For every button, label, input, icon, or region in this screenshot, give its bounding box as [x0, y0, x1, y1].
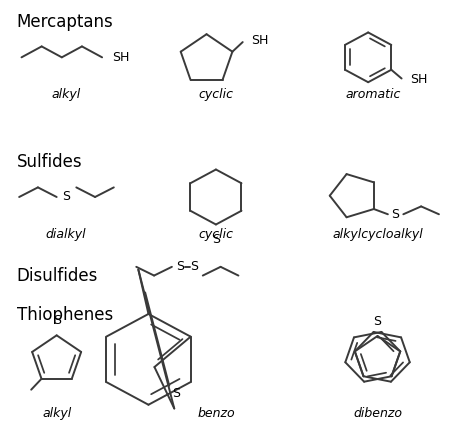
Text: aromatic: aromatic [345, 88, 401, 101]
Text: Disulfides: Disulfides [17, 267, 98, 285]
Text: SH: SH [251, 34, 268, 47]
Text: cyclic: cyclic [199, 88, 233, 101]
Text: SH: SH [410, 73, 428, 86]
Text: Sulfides: Sulfides [17, 153, 82, 171]
Text: cyclic: cyclic [199, 228, 233, 240]
Text: S: S [391, 208, 399, 221]
Text: Mercaptans: Mercaptans [17, 13, 114, 31]
Text: dibenzo: dibenzo [353, 407, 402, 419]
Text: alkylcycloalkyl: alkylcycloalkyl [332, 228, 423, 240]
Text: alkyl: alkyl [42, 407, 71, 419]
Text: S: S [191, 260, 199, 273]
Text: S: S [53, 315, 61, 328]
Text: Thiophenes: Thiophenes [17, 306, 113, 324]
Text: S: S [374, 315, 382, 328]
Text: alkyl: alkyl [51, 88, 81, 101]
Text: dialkyl: dialkyl [46, 228, 86, 240]
Text: S: S [173, 387, 181, 400]
Text: SH: SH [112, 51, 130, 64]
Text: S: S [62, 191, 70, 203]
Text: S: S [176, 260, 184, 273]
Text: S: S [212, 233, 220, 246]
Text: benzo: benzo [197, 407, 235, 419]
